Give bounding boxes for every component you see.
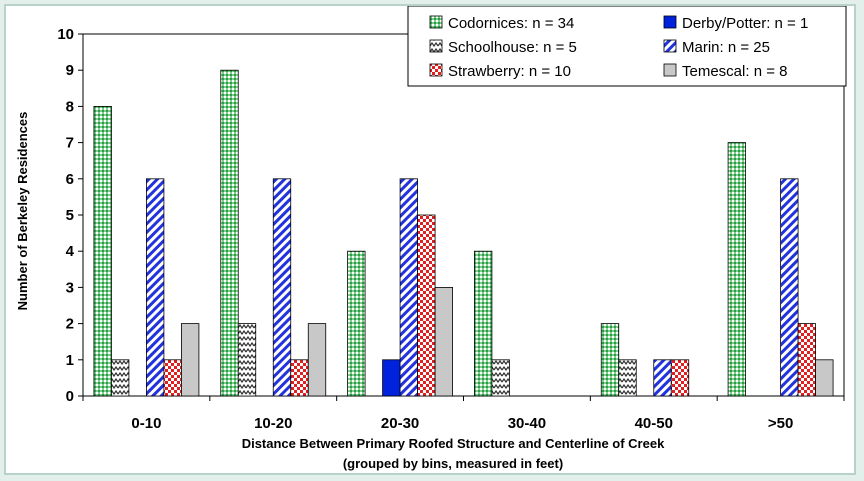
bar bbox=[111, 359, 130, 397]
x-tick-label: >50 bbox=[768, 415, 793, 432]
legend-swatch bbox=[663, 63, 677, 77]
y-tick-label: 3 bbox=[66, 279, 74, 296]
y-axis-title: Number of Berkeley Residences bbox=[15, 112, 30, 311]
bar bbox=[434, 286, 453, 397]
plot-border bbox=[82, 33, 845, 397]
legend-label: Schoolhouse: n = 5 bbox=[448, 39, 577, 56]
bar bbox=[146, 178, 165, 397]
x-axis-ticks: 0-10 10-20 20-30 30-40 40-50 >50 bbox=[82, 396, 845, 432]
y-tick-label: 5 bbox=[66, 207, 74, 224]
legend-swatch bbox=[429, 15, 443, 29]
plot-area bbox=[82, 33, 845, 397]
legend-swatch bbox=[429, 63, 443, 77]
legend-swatch bbox=[663, 39, 677, 53]
legend-swatch bbox=[429, 39, 443, 53]
bar bbox=[491, 359, 510, 397]
bar bbox=[272, 178, 292, 397]
legend-box bbox=[407, 6, 847, 87]
y-tick-label: 8 bbox=[66, 98, 74, 115]
bar bbox=[600, 323, 620, 397]
x-axis-title: Distance Between Primary Roofed Structur… bbox=[242, 436, 665, 451]
legend-label: Strawberry: n = 10 bbox=[448, 63, 571, 80]
y-tick-label: 1 bbox=[66, 352, 74, 369]
bar bbox=[797, 323, 816, 397]
bar bbox=[399, 178, 418, 397]
bar bbox=[220, 69, 239, 397]
legend-label: Marin: n = 25 bbox=[682, 39, 770, 56]
bar bbox=[653, 359, 672, 397]
legend-label: Temescal: n = 8 bbox=[682, 63, 787, 80]
bar bbox=[181, 323, 200, 397]
y-axis-ticks: 0 1 2 3 4 5 6 7 8 9 10 bbox=[57, 26, 83, 405]
bar bbox=[727, 142, 746, 397]
x-tick-label: 10-20 bbox=[254, 415, 292, 432]
y-tick-label: 10 bbox=[57, 26, 74, 43]
bar bbox=[93, 106, 112, 397]
x-tick-label: 30-40 bbox=[508, 415, 546, 432]
legend-label: Derby/Potter: n = 1 bbox=[682, 15, 808, 32]
bar bbox=[347, 250, 366, 397]
bar bbox=[815, 359, 834, 397]
bar bbox=[290, 359, 309, 397]
bar bbox=[237, 323, 257, 397]
y-tick-label: 4 bbox=[66, 243, 75, 260]
legend: Codornices: n = 34 Derby/Potter: n = 1 Sch… bbox=[407, 6, 847, 87]
bar bbox=[382, 359, 401, 397]
bar bbox=[618, 359, 637, 397]
bar bbox=[670, 359, 690, 397]
legend-swatch bbox=[663, 15, 677, 29]
y-tick-label: 9 bbox=[66, 62, 74, 79]
x-tick-label: 40-50 bbox=[635, 415, 673, 432]
x-tick-label: 20-30 bbox=[381, 415, 419, 432]
x-tick-label: 0-10 bbox=[131, 415, 161, 432]
bar bbox=[474, 250, 493, 397]
bars bbox=[93, 69, 834, 397]
bar-chart: 0 1 2 3 4 5 6 7 8 9 10 0-10 10-20 20-30 30-40 40-50 >50… bbox=[15, 6, 847, 471]
legend-label: Codornices: n = 34 bbox=[448, 15, 574, 32]
y-tick-label: 0 bbox=[66, 388, 74, 405]
bar bbox=[163, 359, 182, 397]
y-tick-label: 2 bbox=[66, 316, 74, 333]
bar bbox=[780, 178, 799, 397]
chart-frame: 0 1 2 3 4 5 6 7 8 9 10 0-10 10-20 20-30 30-40 40-50 >50… bbox=[4, 4, 856, 475]
bar bbox=[417, 214, 436, 397]
bar bbox=[307, 323, 327, 397]
y-tick-label: 7 bbox=[66, 135, 74, 152]
x-axis-subtitle: (grouped by bins, measured in feet) bbox=[343, 456, 563, 471]
y-tick-label: 6 bbox=[66, 171, 74, 188]
